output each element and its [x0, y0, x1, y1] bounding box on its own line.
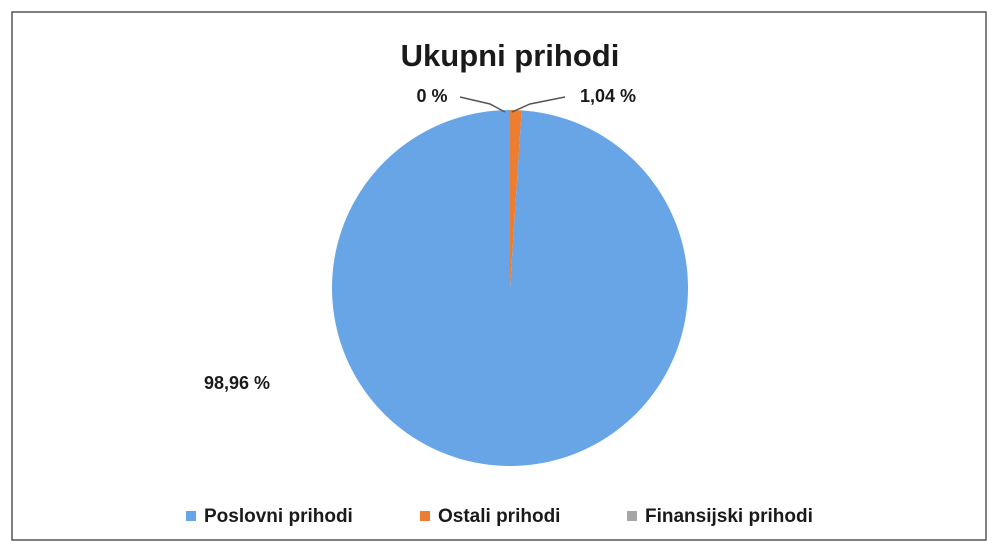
pie-slice: [332, 110, 689, 467]
chart-title: Ukupni prihodi: [401, 38, 620, 73]
legend-label: Finansijski prihodi: [645, 506, 813, 527]
legend-marker: [420, 511, 430, 521]
legend-label: Poslovni prihodi: [204, 506, 353, 527]
data-label: 98,96 %: [204, 373, 270, 393]
leader-line: [511, 96, 566, 113]
data-label: 0 %: [416, 86, 447, 106]
data-label: 1,04 %: [580, 86, 636, 106]
pie: [332, 110, 689, 467]
legend-label: Ostali prihodi: [438, 506, 560, 527]
leader-line: [459, 96, 506, 113]
pie-slice: [510, 110, 522, 288]
legend-marker: [186, 511, 196, 521]
legend-marker: [627, 511, 637, 521]
